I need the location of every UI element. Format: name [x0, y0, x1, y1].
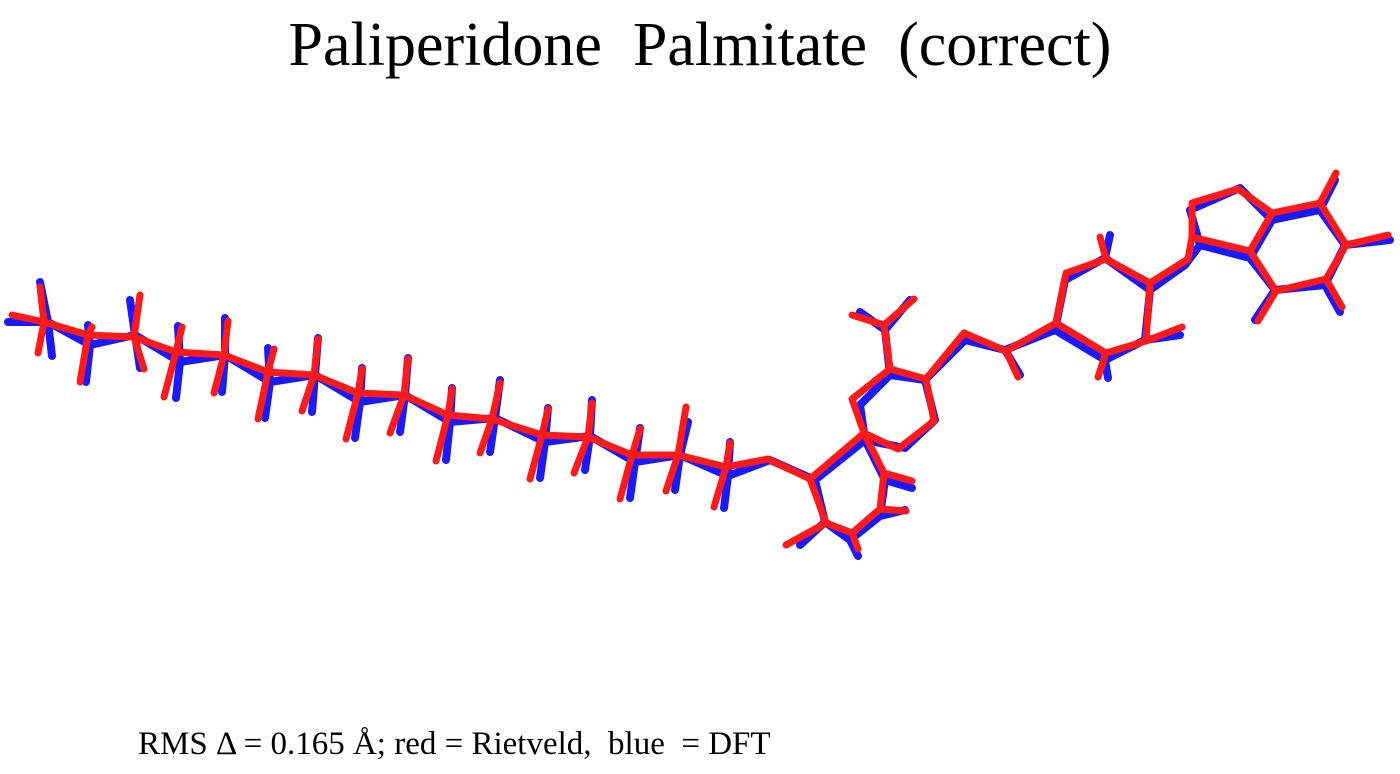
dft-piperidine-ring [1001, 231, 1189, 382]
rietveld-aromatic-ring [848, 295, 1022, 453]
rietveld-hydrogen-bonds [34, 283, 734, 511]
figure-caption: RMS Δ = 0.165 Å; red = Rietveld, blue = … [138, 726, 771, 762]
dft-benzisoxazole [1181, 176, 1394, 324]
figure-title: Paliperidone Palmitate (correct) [288, 11, 1112, 79]
rietveld-saturated-ring [782, 429, 916, 553]
rietveld-structure [8, 169, 1392, 553]
dft-structure [4, 176, 1394, 560]
rietveld-piperidine-ring [1002, 233, 1192, 381]
rietveld-benzisoxazole [1184, 169, 1392, 325]
